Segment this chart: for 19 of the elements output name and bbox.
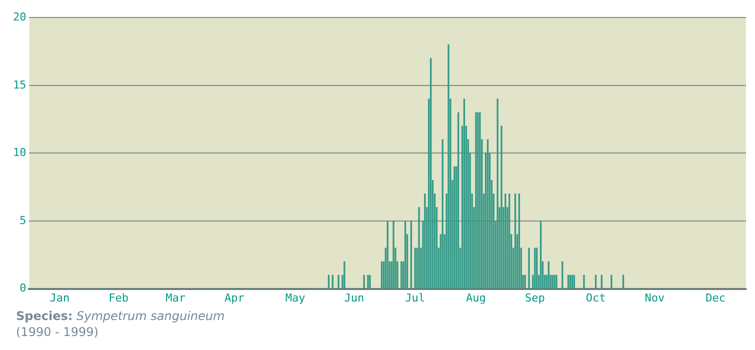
x-tick-label: Apr xyxy=(224,291,245,304)
x-tick-label: Feb xyxy=(108,291,129,304)
x-tick-label: Jun xyxy=(344,291,364,304)
x-tick-label: May xyxy=(285,291,306,304)
text: Species: Sympetrum sanguineum xyxy=(16,309,225,323)
y-tick-label: 0 xyxy=(20,282,26,295)
x-tick-label: Oct xyxy=(586,291,606,304)
text: (1990 - 1999) xyxy=(16,324,100,340)
y-tick-label: 10 xyxy=(12,146,26,160)
x-tick-label: Dec xyxy=(706,291,726,304)
y-tick-label: 15 xyxy=(12,78,26,92)
x-tick-label: Nov xyxy=(644,291,665,304)
y-tick-label: 5 xyxy=(20,214,26,227)
x-tick-label: Jan xyxy=(50,291,70,304)
x-tick-label: Mar xyxy=(166,291,186,304)
x-tick-label: Aug xyxy=(466,291,486,304)
y-tick-label: 20 xyxy=(12,10,26,24)
x-tick-label: Jul xyxy=(405,291,426,304)
x-tick-label: Sep xyxy=(524,291,545,304)
